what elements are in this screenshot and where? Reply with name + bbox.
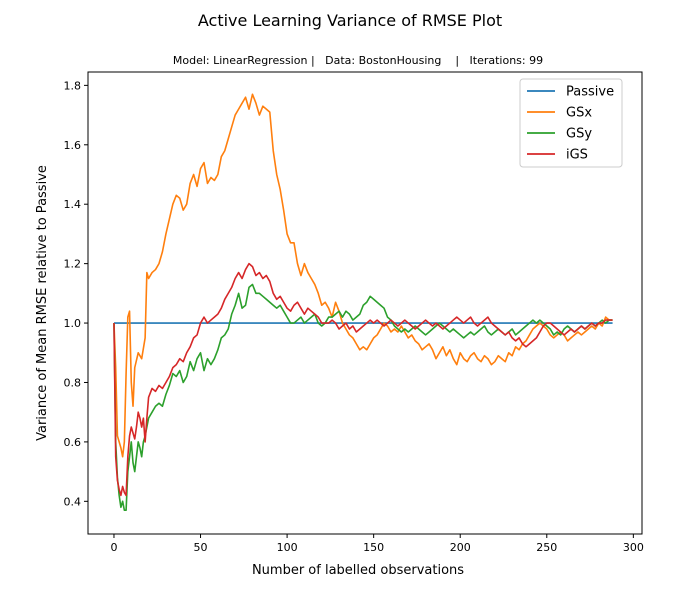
series-line-gsx xyxy=(113,93,613,458)
legend: Passive GSx GSy iGS xyxy=(519,78,623,168)
x-tick-label: 100 xyxy=(277,541,298,554)
y-tick-label: 1.0 xyxy=(64,317,82,330)
legend-box xyxy=(519,78,623,168)
x-tick-label: 300 xyxy=(623,541,644,554)
y-tick-label: 1.8 xyxy=(64,79,82,92)
series-line-gsy xyxy=(113,283,613,512)
legend-label-gsx: GSx xyxy=(566,106,592,121)
y-tick-label: 0.6 xyxy=(64,436,82,449)
x-tick-label: 250 xyxy=(536,541,557,554)
y-tick-label: 1.6 xyxy=(64,139,82,152)
y-tick-label: 1.4 xyxy=(64,198,82,211)
series-layer xyxy=(113,93,613,512)
chart-subtitle: Model: LinearRegression | Data: BostonHo… xyxy=(173,54,543,67)
legend-entries: Passive GSx GSy iGS xyxy=(527,85,614,163)
chart-title: Active Learning Variance of RMSE Plot xyxy=(198,11,502,30)
plot-area xyxy=(87,71,643,535)
y-tick-label: 1.2 xyxy=(64,258,82,271)
y-tick-label: 0.8 xyxy=(64,376,82,389)
x-tick-label: 50 xyxy=(194,541,208,554)
legend-label-passive: Passive xyxy=(566,85,614,100)
x-tick-label: 200 xyxy=(450,541,471,554)
x-tick-label: 0 xyxy=(110,541,117,554)
y-tick-label: 0.4 xyxy=(64,495,82,508)
y-axis-label: Variance of Mean RMSE relative to Passiv… xyxy=(35,165,50,441)
axis-layer: 0 50 100 150 200 250 300 0.4 0.6 0.8 1.0 1.2 1.4 1.6 1… xyxy=(64,79,644,554)
series-line-igs xyxy=(113,262,613,497)
legend-label-igs: iGS xyxy=(566,148,588,163)
x-axis-label: Number of labelled observations xyxy=(252,563,464,578)
legend-label-gsy: GSy xyxy=(566,127,592,142)
x-tick-label: 150 xyxy=(363,541,384,554)
